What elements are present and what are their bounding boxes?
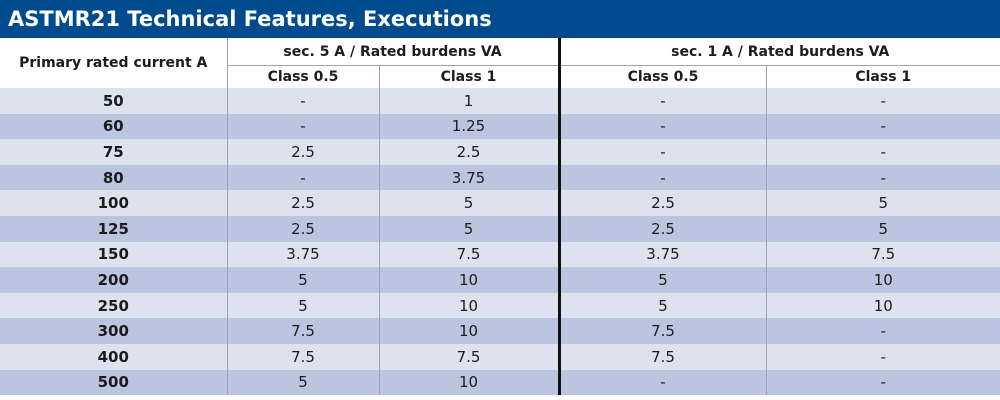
sec1-class05-cell: 5 <box>557 292 767 319</box>
primary-current-cell: 300 <box>0 318 228 344</box>
table-row: 75 2.5 2.5- - <box>0 139 1000 165</box>
table-row: 200 5 10 5 10 <box>0 267 1000 293</box>
page-title: ASTMR21 Technical Features, Executions <box>0 0 1000 38</box>
header-group-sec-1a: sec. 1 A / Rated burdens VA <box>557 38 1000 66</box>
sec5-class1-cell: 3.75 <box>379 164 560 191</box>
table-row: 150 3.75 7.5 3.75 7.5 <box>0 241 1000 268</box>
table-row: 500 5 10- - <box>0 369 1000 396</box>
table-row: 300 7.5 10 7.5- <box>0 318 1000 344</box>
sec5-class05-cell: 5 <box>227 292 380 319</box>
sec1-class1-cell: 5 <box>766 190 1000 216</box>
primary-current-cell: 500 <box>0 369 228 396</box>
sec5-class1-cell: 5 <box>379 190 560 216</box>
primary-current-cell: 200 <box>0 267 228 293</box>
table-row: 125 2.5 5 2.5 5 <box>0 215 1000 242</box>
primary-current-cell: 50 <box>0 88 228 114</box>
sec5-class05-cell: 5 <box>227 267 380 293</box>
sec5-class05-cell: - <box>227 88 380 114</box>
sec5-class1-cell: 2.5 <box>379 139 560 165</box>
table-row: 400 7.5 7.5 7.5- <box>0 343 1000 370</box>
sec1-class1-cell: - <box>766 164 1000 191</box>
sec5-class05-cell: 2.5 <box>227 139 380 165</box>
sec1-class05-cell: - <box>557 139 767 165</box>
table-row: 250 5 10 5 10 <box>0 292 1000 319</box>
sec1-class05-cell: 2.5 <box>557 190 767 216</box>
header-group-sec-5a: sec. 5 A / Rated burdens VA <box>227 38 559 66</box>
sec5-class05-cell: 7.5 <box>227 343 380 370</box>
sec5-class1-cell: 10 <box>379 292 560 319</box>
sec5-class05-cell: - <box>227 164 380 191</box>
sec1-class05-cell: 7.5 <box>557 343 767 370</box>
sec1-class1-cell: 7.5 <box>766 241 1000 268</box>
table-body: 50-1- -60-1.25- -75 2.5 2.5- -80-3.75- -100 2.5… <box>0 88 1000 396</box>
sec1-class1-cell: 5 <box>766 215 1000 242</box>
sec5-class05-cell: 2.5 <box>227 215 380 242</box>
header-sec5-class-05: Class 0.5 <box>227 65 380 88</box>
primary-current-cell: 60 <box>0 113 228 140</box>
header-sec5-class-1: Class 1 <box>379 65 559 88</box>
primary-current-cell: 100 <box>0 190 228 216</box>
sec1-class1-cell: - <box>766 88 1000 114</box>
sec5-class05-cell: 5 <box>227 369 380 396</box>
header-sec1-class-1: Class 1 <box>766 65 1000 88</box>
sec1-class05-cell: - <box>557 88 767 114</box>
table-row: 60-1.25- - <box>0 113 1000 140</box>
sec1-class1-cell: - <box>766 318 1000 344</box>
sec5-class1-cell: 5 <box>379 215 560 242</box>
sec5-class1-cell: 10 <box>379 318 560 344</box>
sec5-class05-cell: 3.75 <box>227 241 380 268</box>
sec1-class05-cell: - <box>557 369 767 396</box>
sec1-class05-cell: 2.5 <box>557 215 767 242</box>
sec1-class05-cell: 7.5 <box>557 318 767 344</box>
sec1-class05-cell: - <box>557 113 767 140</box>
sec1-class1-cell: - <box>766 369 1000 396</box>
technical-features-table: Primary rated current A sec. 5 A / Rated… <box>0 38 1000 396</box>
sec1-class1-cell: 10 <box>766 267 1000 293</box>
sec5-class1-cell: 7.5 <box>379 241 560 268</box>
primary-current-cell: 250 <box>0 292 228 319</box>
sec5-class05-cell: 2.5 <box>227 190 380 216</box>
table-row: 80-3.75- - <box>0 164 1000 191</box>
sec1-class1-cell: 10 <box>766 292 1000 319</box>
sec1-class1-cell: - <box>766 343 1000 370</box>
sec5-class05-cell: - <box>227 113 380 140</box>
sec5-class1-cell: 1.25 <box>379 113 560 140</box>
primary-current-cell: 150 <box>0 241 228 268</box>
sec5-class1-cell: 7.5 <box>379 343 560 370</box>
sec1-class1-cell: - <box>766 139 1000 165</box>
primary-current-cell: 125 <box>0 215 228 242</box>
sec5-class1-cell: 1 <box>379 88 560 114</box>
table-row: 100 2.5 5 2.5 5 <box>0 190 1000 216</box>
primary-current-cell: 400 <box>0 343 228 370</box>
sec5-class1-cell: 10 <box>379 267 560 293</box>
primary-current-cell: 75 <box>0 139 228 165</box>
table-header: Primary rated current A sec. 5 A / Rated… <box>0 38 1000 88</box>
sec1-class05-cell: - <box>557 164 767 191</box>
sec1-class05-cell: 3.75 <box>557 241 767 268</box>
header-primary-rated-current: Primary rated current A <box>0 38 228 88</box>
sec1-class05-cell: 5 <box>557 267 767 293</box>
sec1-class1-cell: - <box>766 113 1000 140</box>
table-row: 50-1- - <box>0 88 1000 114</box>
sec5-class05-cell: 7.5 <box>227 318 380 344</box>
sec5-class1-cell: 10 <box>379 369 560 396</box>
header-sec1-class-05: Class 0.5 <box>557 65 767 88</box>
primary-current-cell: 80 <box>0 164 228 191</box>
